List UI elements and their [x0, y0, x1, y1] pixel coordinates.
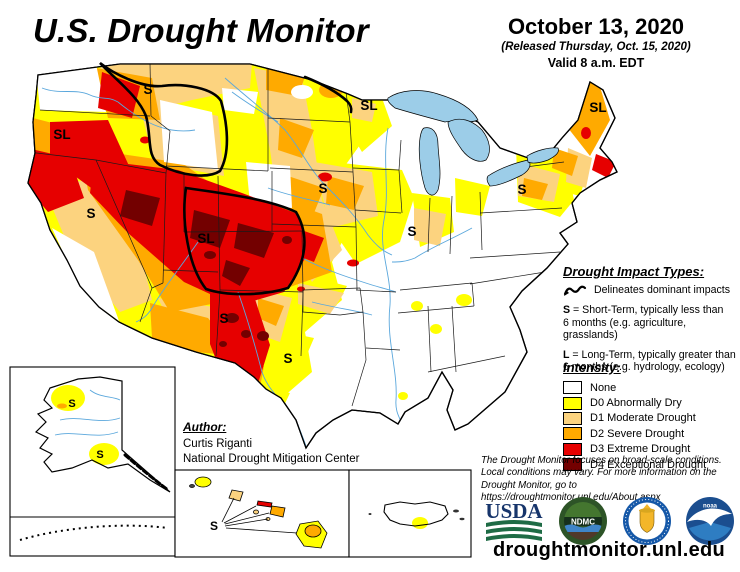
svg-text:S: S — [517, 182, 526, 197]
long-term-def-2: 6 months (e.g. hydrology, ecology) — [563, 361, 725, 373]
swatch-d2 — [563, 427, 582, 441]
state-boundaries — [28, 64, 565, 407]
delineates-label: Delineates dominant impacts — [594, 284, 731, 297]
author-org: National Drought Mitigation Center — [183, 453, 360, 465]
svg-text:S: S — [318, 181, 327, 196]
svg-text:SL: SL — [589, 100, 606, 115]
svg-text:S: S — [68, 398, 75, 410]
map-date: October 13, 2020 — [507, 14, 685, 39]
svg-text:NDMC: NDMC — [571, 518, 595, 527]
alaska-inset — [9, 366, 176, 557]
swatch-d4 — [563, 458, 582, 472]
impact-delineation-lines — [99, 61, 353, 296]
svg-text:S: S — [143, 82, 152, 97]
svg-text:SL: SL — [197, 231, 214, 246]
usda-logo: USDA — [485, 499, 543, 541]
puerto-rico-inset — [348, 469, 472, 558]
partner-logos: USDA NDMC — [483, 496, 735, 546]
swatch-d1 — [563, 411, 582, 425]
great-lakes — [387, 90, 559, 196]
author-block: Author: Curtis Riganti National Drought … — [183, 420, 359, 467]
svg-text:S: S — [407, 224, 416, 239]
svg-text:USDA: USDA — [485, 499, 543, 523]
legend-item-d1: D1 Moderate Drought — [563, 411, 739, 426]
commerce-logo — [622, 497, 671, 545]
svg-text:noaa: noaa — [703, 504, 718, 510]
svg-text:S: S — [210, 519, 218, 533]
legend-item-d3: D3 Extreme Drought — [563, 442, 739, 457]
legend-item-none: None — [563, 380, 739, 395]
swatch-d3 — [563, 442, 582, 456]
svg-text:S: S — [86, 206, 95, 221]
short-term-def-1: S = Short-Term, typically less than — [563, 304, 724, 316]
swatch-none — [563, 381, 582, 395]
legend-item-d0: D0 Abnormally Dry — [563, 395, 739, 410]
svg-text:S: S — [96, 449, 103, 461]
intensity-legend: Intensity: None D0 Abnormally Dry D1 Mod… — [563, 360, 739, 472]
drought-shading — [28, 64, 616, 447]
svg-text:SL: SL — [53, 127, 70, 142]
intensity-heading: Intensity: — [563, 360, 621, 375]
svg-text:SL: SL — [360, 98, 377, 113]
long-term-def-1: L = Long-Term, typically greater than — [563, 348, 736, 361]
legend-item-d2: D2 Severe Drought — [563, 426, 739, 441]
drought-monitor-url[interactable]: droughtmonitor.unl.edu — [492, 539, 726, 561]
author-heading: Author: — [183, 420, 227, 434]
impact-types-heading: Drought Impact Types: — [563, 264, 705, 279]
ndmc-logo: NDMC — [559, 497, 608, 545]
short-term-def-2: 6 months (e.g. agriculture, grasslands) — [563, 316, 687, 342]
disclaimer: The Drought Monitor focuses on broad-sca… — [481, 455, 722, 503]
delineation-squiggle-icon — [563, 285, 587, 296]
page-title: U.S. Drought Monitor — [33, 12, 369, 49]
swatch-d0 — [563, 396, 582, 410]
date-block: October 13, 2020 (Released Thursday, Oct… — [455, 14, 737, 70]
hawaii-inset — [174, 469, 350, 558]
release-date: (Released Thursday, Oct. 15, 2020) — [501, 41, 691, 53]
svg-text:S: S — [219, 311, 228, 326]
noaa-logo: noaa — [685, 497, 734, 545]
rivers — [41, 77, 473, 447]
impact-labels-conus: S SL S SL SL S S S SL S S — [53, 82, 606, 366]
impact-labels-alaska: SS — [68, 398, 103, 461]
impact-labels-hawaii: S — [210, 519, 218, 533]
valid-time: Valid 8 a.m. EDT — [547, 56, 645, 70]
impact-types-legend: Drought Impact Types: Delineates dominan… — [563, 264, 739, 374]
author-name: Curtis Riganti — [183, 438, 253, 450]
legend-item-d4: D4 Exceptional Drought — [563, 457, 739, 472]
svg-text:S: S — [283, 351, 292, 366]
